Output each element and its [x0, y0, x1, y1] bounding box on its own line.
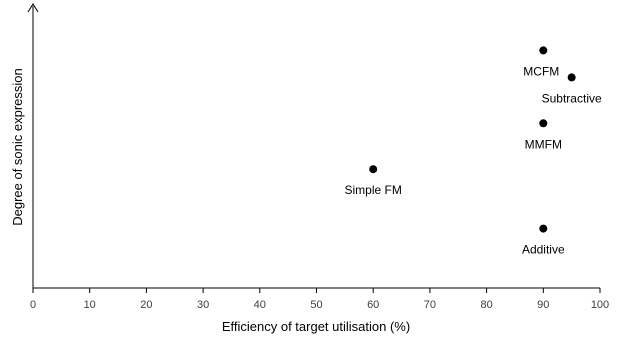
- x-tick-label: 10: [84, 299, 96, 311]
- data-point-label: Additive: [522, 243, 565, 257]
- data-point-label: Simple FM: [345, 183, 402, 197]
- x-tick-label: 20: [140, 299, 152, 311]
- x-tick-label: 70: [424, 299, 436, 311]
- data-points: MCFM Subtractive MMFM Simple FM Additive: [345, 46, 602, 257]
- x-tick-label: 40: [254, 299, 266, 311]
- x-tick-label: 100: [591, 299, 609, 311]
- data-point: [567, 73, 576, 82]
- data-point: [539, 46, 548, 55]
- x-axis-ticks: 0 10 20 30 40 50 60 70 80 90 100: [30, 288, 609, 311]
- x-tick-label: 90: [537, 299, 549, 311]
- x-tick-label: 80: [480, 299, 492, 311]
- x-axis-title: Efficiency of target utilisation (%): [222, 319, 410, 334]
- data-point-label: Subtractive: [542, 91, 602, 105]
- y-axis-title: Degree of sonic expression: [10, 68, 25, 226]
- data-point-label: MCFM: [523, 64, 559, 78]
- data-point: [539, 224, 548, 233]
- data-point: [539, 119, 548, 128]
- y-axis-arrowhead-icon: [27, 3, 39, 13]
- x-tick-label: 50: [310, 299, 322, 311]
- data-point: [369, 165, 378, 174]
- x-tick-label: 30: [197, 299, 209, 311]
- x-tick-label: 60: [367, 299, 379, 311]
- x-tick-label: 0: [30, 299, 36, 311]
- data-point-label: MMFM: [525, 137, 562, 151]
